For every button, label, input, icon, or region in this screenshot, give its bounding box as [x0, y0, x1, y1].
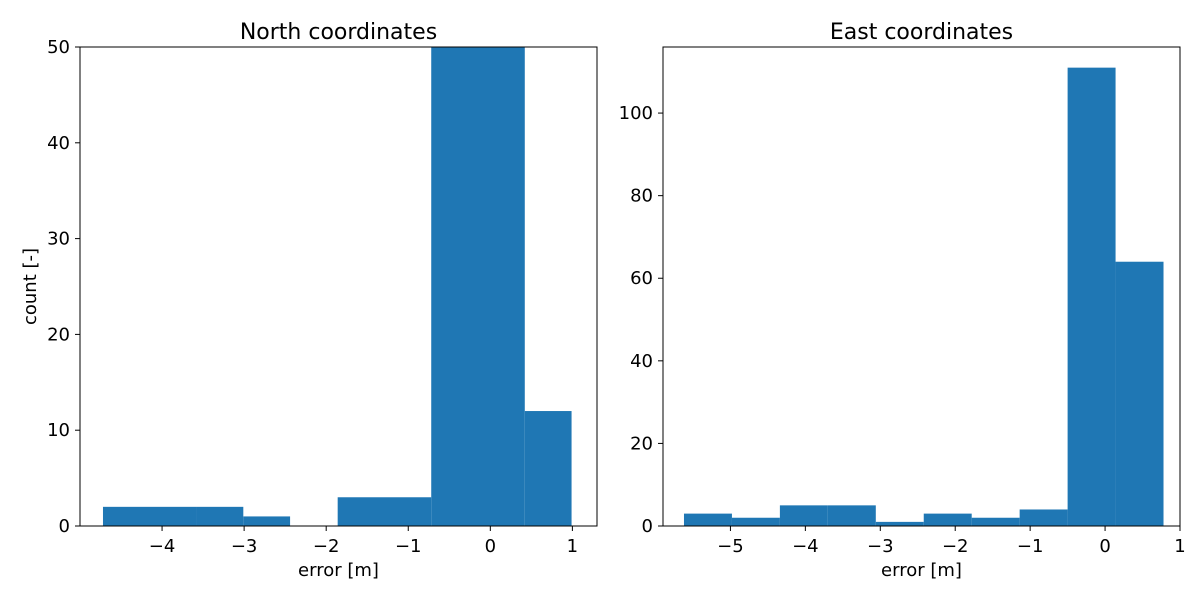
x-tick-label: −2: [942, 536, 969, 557]
histogram-bar: [827, 505, 876, 526]
east-plot-frame: [662, 46, 1181, 527]
y-tick-label: 30: [47, 229, 70, 250]
histogram-bar: [1019, 509, 1068, 526]
east-bars: [683, 67, 1164, 526]
y-tick-label: 40: [630, 351, 653, 372]
x-tick-label: 1: [1174, 536, 1185, 557]
x-tick-label: 0: [1099, 536, 1110, 557]
x-tick-label: 0: [485, 536, 496, 557]
histogram-bar: [1115, 261, 1164, 526]
histogram-bar: [731, 517, 780, 526]
y-tick-label: 20: [47, 324, 70, 345]
histogram-bar: [875, 521, 924, 526]
y-tick-label: 50: [47, 37, 70, 58]
histogram-bar: [431, 47, 525, 526]
north-bars: [102, 47, 572, 526]
histogram-bar: [337, 497, 432, 526]
y-tick-label: 0: [59, 516, 70, 537]
histogram-bar: [196, 506, 244, 526]
x-tick-label: −2: [313, 536, 340, 557]
y-tick-label: 10: [47, 420, 70, 441]
x-tick-label: −5: [717, 536, 744, 557]
y-tick-label: 80: [630, 186, 653, 207]
histogram-bar: [1067, 67, 1116, 526]
x-tick-label: 1: [567, 536, 578, 557]
x-tick-label: −1: [1017, 536, 1044, 557]
histogram-bar: [243, 516, 291, 526]
north-y-axis-label: count [-]: [20, 248, 41, 325]
histogram-bar: [971, 517, 1020, 526]
east-x-axis-label: error [m]: [881, 560, 962, 581]
histogram-bar: [923, 513, 972, 526]
north-x-axis-label: error [m]: [298, 560, 379, 581]
histogram-bar: [683, 513, 732, 526]
north-plot-frame: [79, 46, 598, 527]
histogram-bar: [524, 411, 572, 526]
y-tick-label: 20: [630, 433, 653, 454]
x-tick-label: −3: [231, 536, 258, 557]
x-tick-label: −3: [867, 536, 894, 557]
x-tick-label: −4: [149, 536, 176, 557]
x-tick-label: −4: [792, 536, 819, 557]
y-tick-label: 100: [619, 103, 653, 124]
east-chart-title: East coordinates: [830, 20, 1013, 45]
histogram-bar: [102, 506, 197, 526]
y-tick-label: 60: [630, 268, 653, 289]
north-chart-title: North coordinates: [240, 20, 437, 45]
histogram-bar: [779, 505, 828, 526]
y-tick-label: 40: [47, 133, 70, 154]
x-tick-label: −1: [395, 536, 422, 557]
y-tick-label: 0: [642, 516, 653, 537]
